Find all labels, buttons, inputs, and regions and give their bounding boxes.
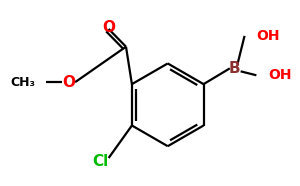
- Text: B: B: [229, 61, 241, 76]
- Text: OH: OH: [268, 68, 292, 82]
- Text: O: O: [102, 20, 115, 36]
- Text: Cl: Cl: [93, 154, 109, 169]
- Text: OH: OH: [256, 29, 280, 43]
- Text: O: O: [63, 75, 76, 90]
- Text: CH₃: CH₃: [11, 76, 36, 89]
